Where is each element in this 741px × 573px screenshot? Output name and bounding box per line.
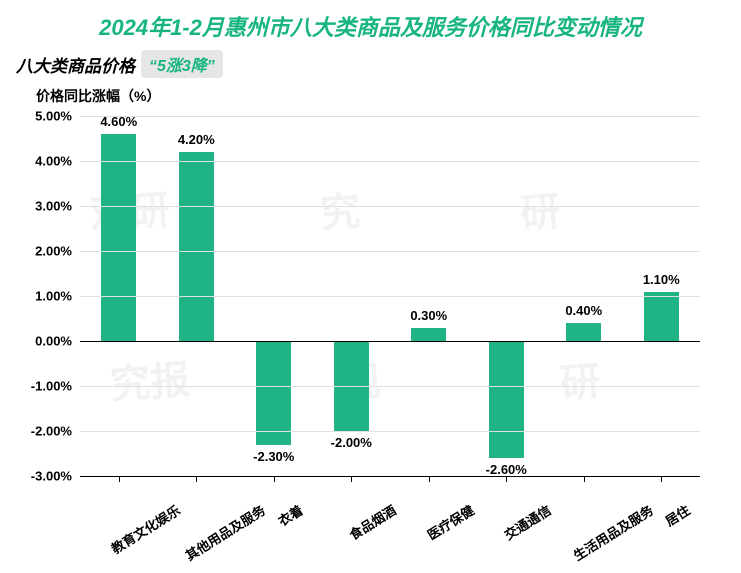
grid-line [80, 251, 700, 252]
x-tick [196, 476, 197, 482]
x-axis: 教育文化娱乐其他用品及服务衣着食品烟酒医疗保健交通通信生活用品及服务居住 [80, 476, 700, 556]
grid-line [80, 206, 700, 207]
bar [489, 341, 524, 458]
x-tick [274, 476, 275, 482]
x-category-label: 居住 [661, 500, 693, 530]
y-tick-label: 1.00% [35, 289, 72, 304]
y-tick-label: -3.00% [31, 469, 72, 484]
bar-value-label: 1.10% [643, 272, 680, 287]
chart-title: 2024年1-2月惠州市八大类商品及服务价格同比变动情况 [0, 0, 741, 42]
bar-value-label: -2.60% [486, 462, 527, 477]
y-tick-label: 2.00% [35, 244, 72, 259]
y-tick-label: -1.00% [31, 379, 72, 394]
y-tick-label: 0.00% [35, 334, 72, 349]
grid-line [80, 431, 700, 432]
bar-value-label: -2.30% [253, 449, 294, 464]
bar [179, 152, 214, 341]
y-tick-label: 3.00% [35, 199, 72, 214]
bar-value-label: -2.00% [331, 435, 372, 450]
x-category-label: 医疗保健 [423, 500, 477, 544]
subtitle-badge: “5涨3降” [141, 50, 223, 78]
bar [411, 328, 446, 342]
x-tick [119, 476, 120, 482]
x-category-label: 生活用品及服务 [569, 500, 656, 564]
x-category-label: 食品烟酒 [345, 500, 399, 544]
grid-line [80, 296, 700, 297]
grid-line [80, 116, 700, 117]
y-tick-label: -2.00% [31, 424, 72, 439]
y-axis-label: 价格同比涨幅（%） [0, 86, 741, 106]
grid-line [80, 161, 700, 162]
x-category-label: 教育文化娱乐 [107, 500, 183, 557]
bar [256, 341, 291, 445]
bar [566, 323, 601, 341]
subtitle-black: 八大类商品价格 [16, 52, 135, 77]
grid-line [80, 341, 700, 342]
bar-value-label: 0.40% [565, 303, 602, 318]
x-tick [661, 476, 662, 482]
y-tick-label: 5.00% [35, 109, 72, 124]
x-tick [429, 476, 430, 482]
bar-value-label: 4.20% [178, 132, 215, 147]
x-tick [506, 476, 507, 482]
grid-line [80, 386, 700, 387]
x-tick [351, 476, 352, 482]
subtitle-row: 八大类商品价格 “5涨3降” [0, 50, 741, 78]
x-tick [584, 476, 585, 482]
chart-plot-area: 4.60%4.20%-2.30%-2.00%0.30%-2.60%0.40%1.… [80, 116, 700, 476]
bar [644, 292, 679, 342]
bar [101, 134, 136, 341]
x-category-label: 其他用品及服务 [181, 500, 268, 564]
y-tick-label: 4.00% [35, 154, 72, 169]
x-category-label: 衣着 [274, 500, 306, 530]
x-category-label: 交通通信 [500, 500, 554, 544]
bar-value-label: 0.30% [410, 308, 447, 323]
